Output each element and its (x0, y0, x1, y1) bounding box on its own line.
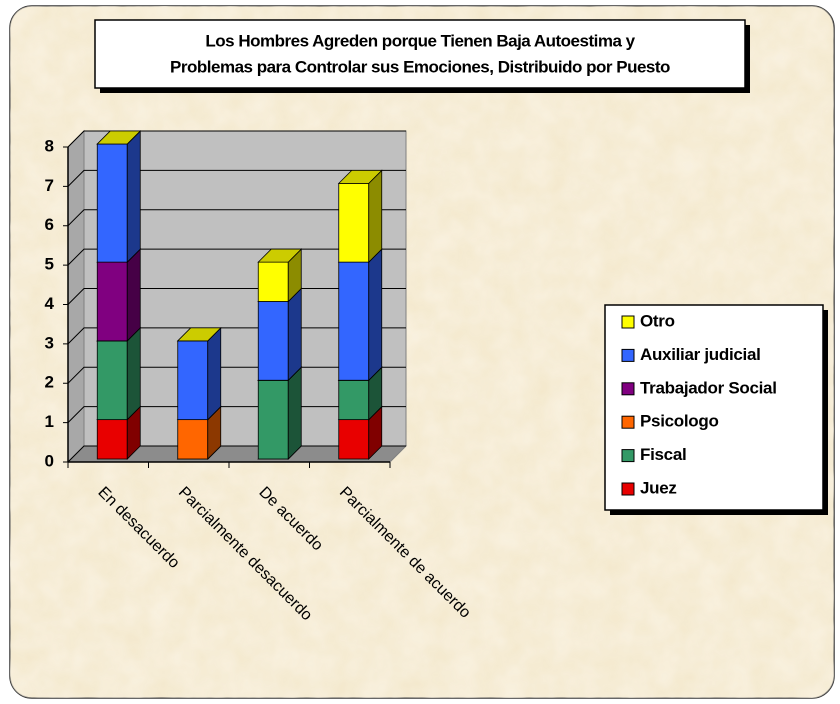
bar-segment (338, 182, 370, 263)
bar-segment (96, 340, 128, 421)
bar-side (126, 248, 141, 342)
y-tick-label: 3 (45, 333, 54, 352)
legend-swatch (621, 415, 635, 429)
bar-segment (338, 261, 370, 381)
legend-label: Fiscal (640, 445, 686, 464)
bar-side (287, 287, 302, 382)
bar-side (287, 366, 302, 460)
bar-top (176, 327, 222, 342)
bar-side (368, 169, 383, 264)
bar-segment (257, 301, 289, 381)
y-tick-label: 4 (45, 294, 55, 313)
y-tick-label: 8 (45, 136, 54, 155)
legend-label: Auxiliar judicial (640, 345, 761, 364)
bar-top (337, 169, 383, 184)
bar-segment (177, 419, 209, 460)
grid-line (67, 130, 406, 148)
y-tick-label: 2 (45, 373, 54, 392)
legend-label: Juez (640, 478, 677, 497)
legend-swatch (621, 449, 635, 463)
legend-swatch (621, 348, 635, 362)
bar-segment (338, 419, 370, 460)
title-box (94, 19, 746, 89)
legend-label: Psicologo (640, 412, 719, 431)
bar-top (257, 248, 303, 263)
grid-line (67, 169, 406, 187)
legend-box (604, 304, 824, 511)
bar-top (96, 130, 142, 145)
chart-title: Problemas para Controlar sus Emociones, … (170, 57, 670, 76)
bar-segment (257, 261, 289, 302)
bar-segment (96, 261, 128, 342)
bar-segment (257, 379, 289, 460)
bar-side (126, 130, 141, 264)
y-tick-label: 7 (45, 176, 54, 195)
y-tick-label: 1 (45, 412, 54, 431)
legend-swatch (621, 315, 635, 329)
bar-segment (177, 340, 209, 421)
grid-line (67, 209, 406, 227)
bar-side (207, 326, 222, 421)
bar-segment (96, 419, 128, 460)
bar-side (126, 326, 141, 421)
bar-segment (96, 143, 128, 263)
bar-side (368, 248, 383, 382)
legend-label: Trabajador Social (640, 378, 777, 397)
legend-swatch (621, 382, 635, 396)
y-tick-label: 5 (45, 255, 54, 274)
legend-swatch (621, 482, 635, 496)
legend-label: Otro (640, 311, 675, 330)
bar-segment (338, 379, 370, 421)
chart-title: Los Hombres Agreden porque Tienen Baja A… (205, 31, 635, 50)
y-tick-label: 0 (45, 451, 54, 470)
y-tick-label: 6 (45, 215, 54, 234)
